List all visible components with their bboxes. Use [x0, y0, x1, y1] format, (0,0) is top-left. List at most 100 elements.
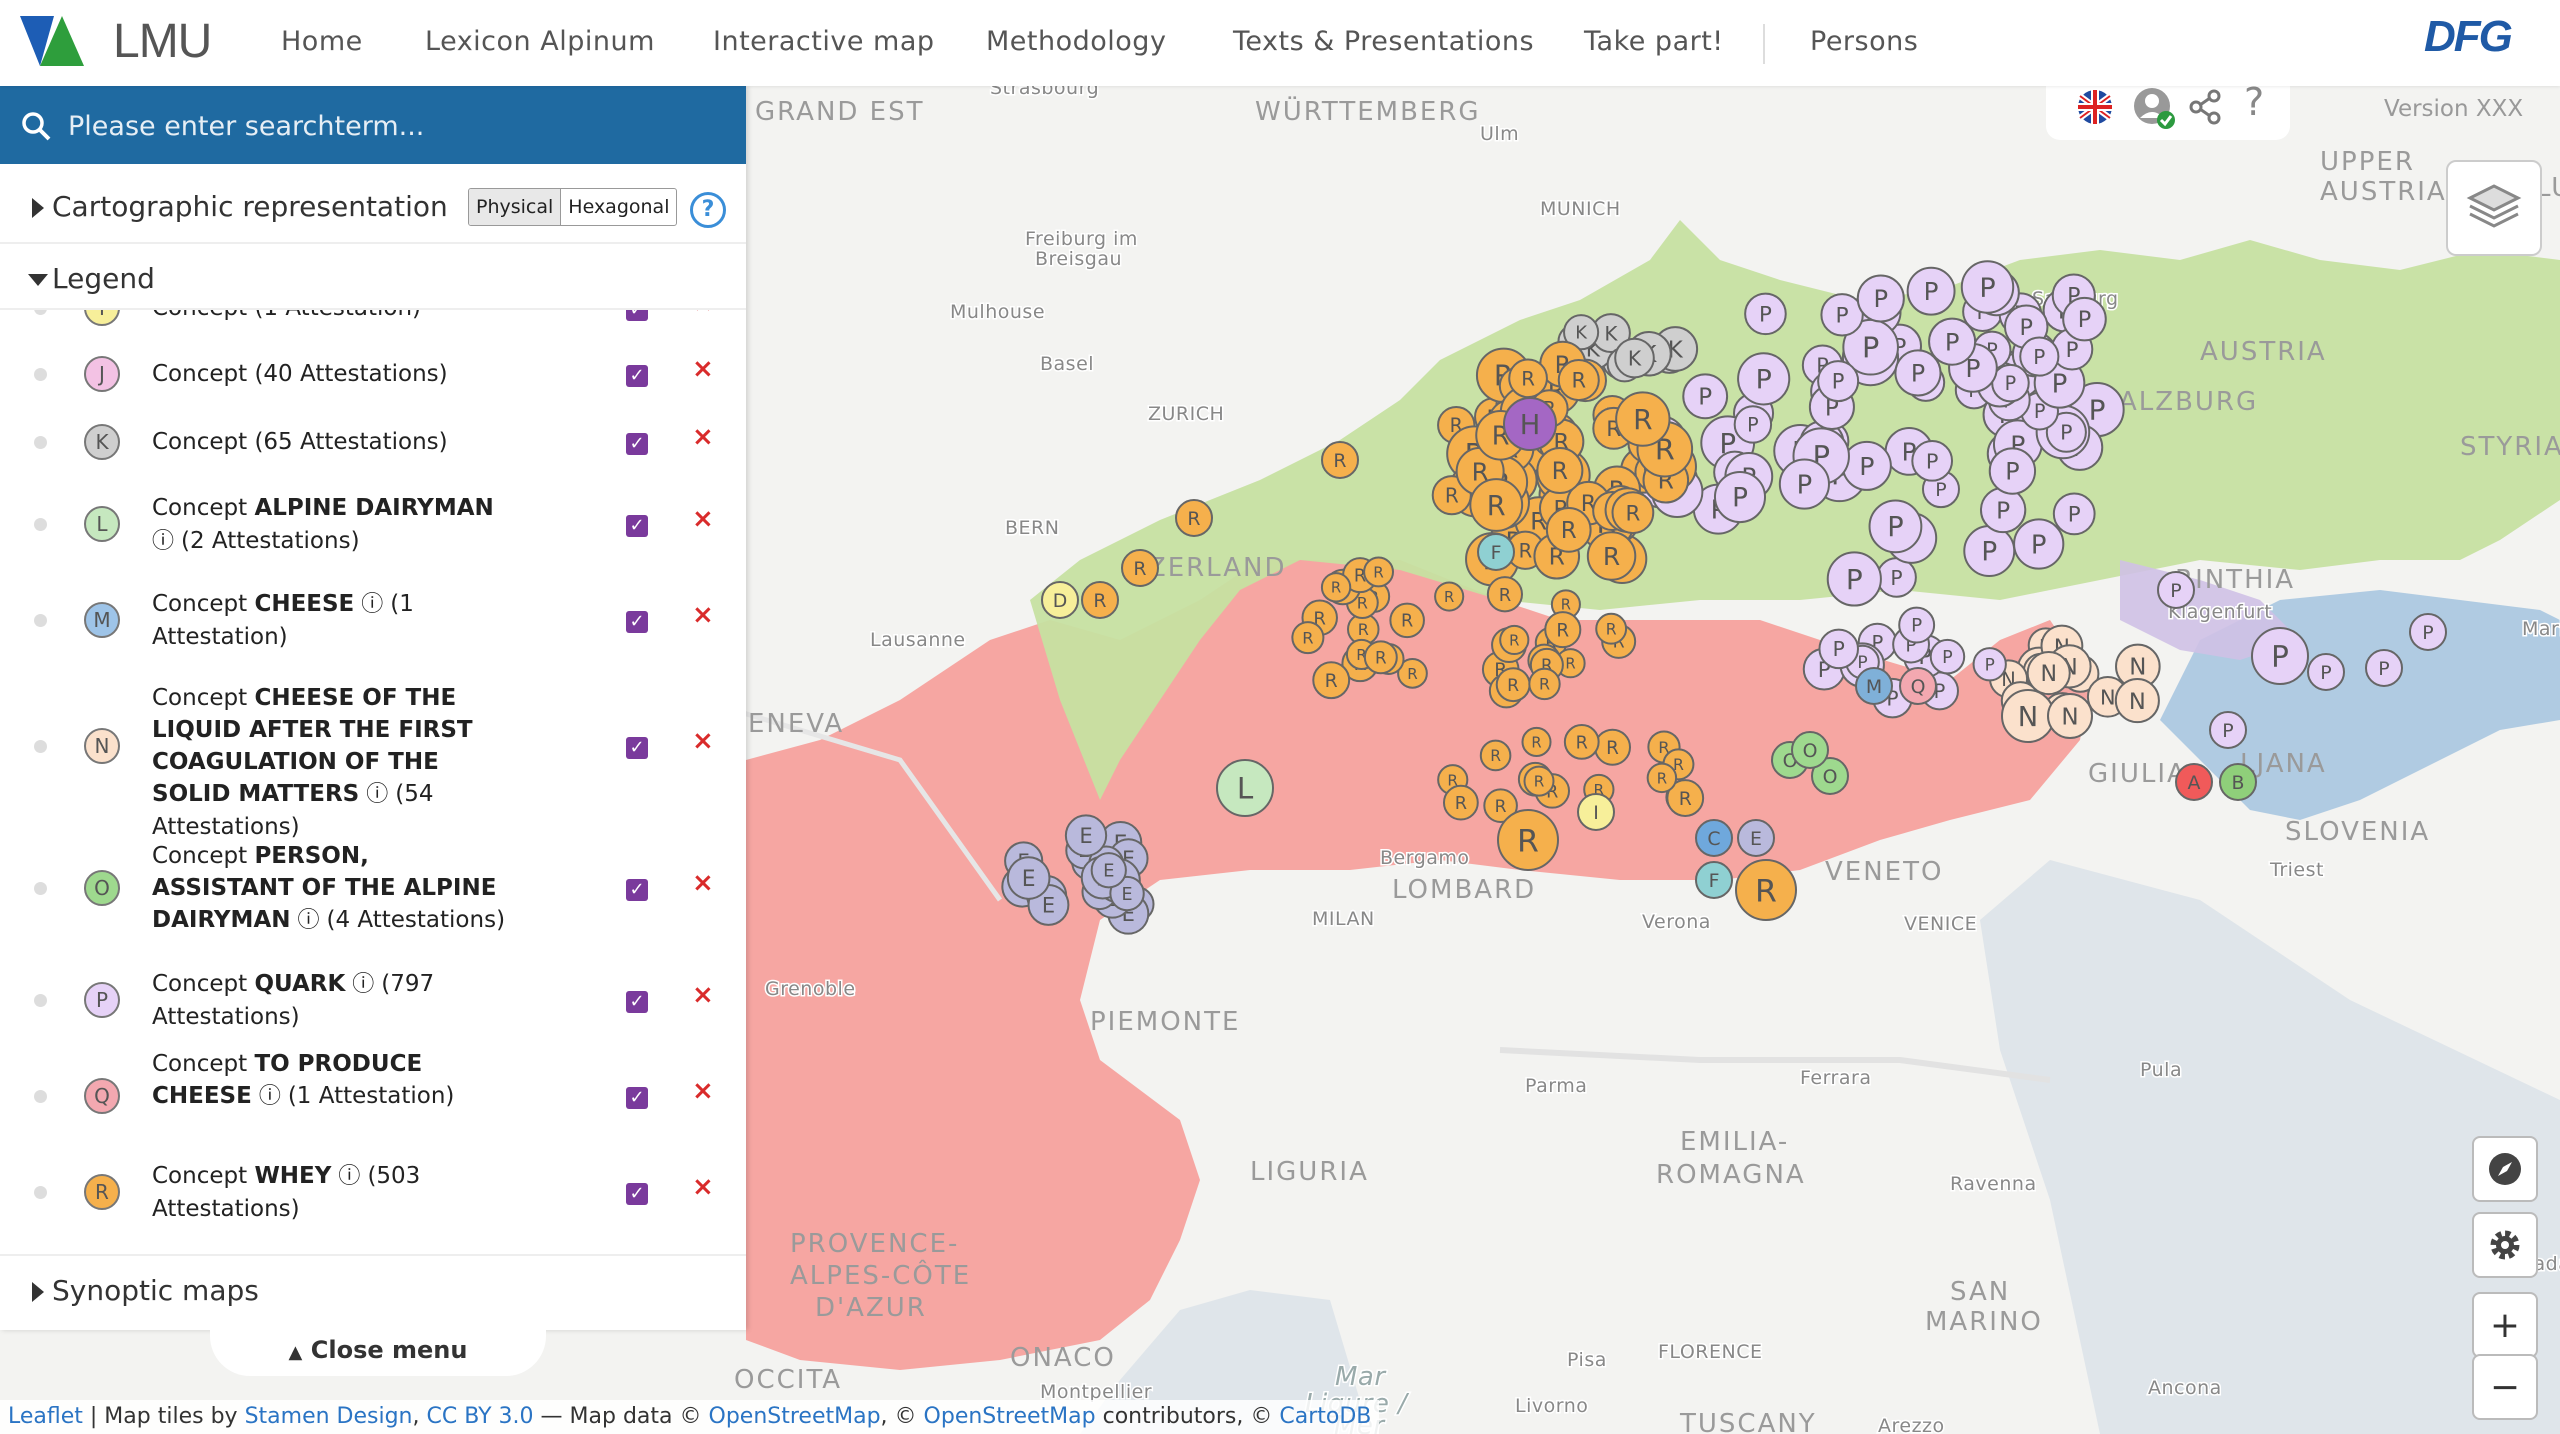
- caret-right-icon[interactable]: [32, 1282, 46, 1302]
- map-marker[interactable]: B: [2219, 763, 2257, 801]
- map-marker[interactable]: R: [1595, 612, 1628, 645]
- remove-icon[interactable]: ×: [692, 310, 714, 318]
- drag-handle-icon[interactable]: [34, 1186, 47, 1199]
- map-marker[interactable]: P: [1894, 349, 1942, 397]
- nav-home[interactable]: Home: [281, 26, 363, 57]
- map-marker[interactable]: P: [1991, 363, 2030, 403]
- info-icon[interactable]: ⓘ: [345, 972, 382, 997]
- map-marker[interactable]: M: [1855, 667, 1893, 705]
- map-marker[interactable]: P: [2013, 518, 2065, 570]
- remove-icon[interactable]: ×: [692, 600, 714, 630]
- drag-handle-icon[interactable]: [34, 882, 47, 895]
- map-marker[interactable]: P: [1898, 606, 1936, 644]
- compass-button[interactable]: [2472, 1136, 2538, 1202]
- map-marker[interactable]: R: [1544, 611, 1582, 649]
- map-marker[interactable]: P: [1929, 638, 1966, 675]
- map-marker[interactable]: E: [1006, 856, 1051, 900]
- map-marker[interactable]: P: [1928, 317, 1977, 366]
- map-marker[interactable]: A: [2175, 763, 2213, 801]
- legend-visibility-checkbox[interactable]: ✓: [626, 310, 648, 321]
- leaflet-link[interactable]: Leaflet: [8, 1404, 83, 1429]
- map-marker[interactable]: R: [1594, 728, 1632, 766]
- legend-visibility-checkbox[interactable]: ✓: [626, 365, 648, 387]
- drag-handle-icon[interactable]: [34, 368, 47, 381]
- close-menu-button[interactable]: ▲ Close menu: [210, 1330, 546, 1376]
- map-marker[interactable]: P: [1826, 551, 1882, 607]
- map-marker[interactable]: P: [1906, 266, 1956, 316]
- info-icon[interactable]: ⓘ: [251, 1084, 288, 1109]
- map-marker[interactable]: O: [1811, 757, 1849, 795]
- nav-texts-presentations[interactable]: Texts & Presentations: [1233, 26, 1535, 57]
- remove-icon[interactable]: ×: [692, 1172, 714, 1202]
- map-marker[interactable]: R: [1434, 581, 1465, 612]
- drag-handle-icon[interactable]: [34, 740, 47, 753]
- map-marker[interactable]: P: [2409, 613, 2447, 651]
- map-marker[interactable]: P: [2209, 711, 2247, 749]
- legend-title[interactable]: Legend: [52, 262, 155, 295]
- remove-icon[interactable]: ×: [692, 726, 714, 756]
- map-marker[interactable]: P: [1737, 352, 1791, 406]
- map-marker[interactable]: P: [1713, 471, 1767, 524]
- map-marker[interactable]: R: [1528, 667, 1561, 701]
- cc-link[interactable]: CC BY 3.0: [426, 1404, 534, 1429]
- map-marker[interactable]: H: [1503, 397, 1557, 451]
- map-marker[interactable]: R: [1442, 784, 1479, 821]
- share-icon[interactable]: [2186, 88, 2224, 126]
- map-marker[interactable]: P: [1842, 318, 1899, 376]
- info-icon[interactable]: ⓘ: [354, 592, 391, 617]
- map-marker[interactable]: K: [1614, 337, 1655, 379]
- map-marker[interactable]: P: [1817, 360, 1860, 403]
- remove-icon[interactable]: ×: [692, 1076, 714, 1106]
- user-account-icon[interactable]: [2132, 86, 2176, 130]
- legend-visibility-checkbox[interactable]: ✓: [626, 433, 648, 455]
- map-marker[interactable]: F: [1477, 533, 1515, 571]
- map-marker[interactable]: P: [1972, 647, 2007, 682]
- settings-button[interactable]: [2472, 1212, 2538, 1278]
- osm-link[interactable]: OpenStreetMap: [708, 1404, 881, 1429]
- map-marker[interactable]: E: [1064, 814, 1108, 857]
- drag-handle-icon[interactable]: [34, 994, 47, 1007]
- map-marker[interactable]: P: [2045, 411, 2087, 453]
- map-marker[interactable]: R: [1563, 724, 1600, 760]
- map-marker[interactable]: P: [1682, 373, 1729, 420]
- map-marker[interactable]: F: [1695, 861, 1733, 899]
- map-marker[interactable]: E: [1090, 852, 1127, 889]
- map-marker[interactable]: P: [1818, 628, 1859, 670]
- map-marker[interactable]: P: [2062, 296, 2107, 342]
- legend-visibility-checkbox[interactable]: ✓: [626, 991, 648, 1013]
- legend-visibility-checkbox[interactable]: ✓: [626, 879, 648, 901]
- caret-right-icon[interactable]: [32, 198, 46, 218]
- legend-visibility-checkbox[interactable]: ✓: [626, 1087, 648, 1109]
- map-marker[interactable]: R: [1486, 576, 1524, 613]
- map-marker[interactable]: R: [1557, 359, 1600, 402]
- map-marker[interactable]: R: [1735, 859, 1797, 921]
- nav-lexicon-alpinum[interactable]: Lexicon Alpinum: [425, 26, 655, 57]
- nav-interactive-map[interactable]: Interactive map: [713, 26, 935, 57]
- map-marker[interactable]: P: [1820, 293, 1864, 337]
- map-marker[interactable]: N: [2001, 689, 2055, 743]
- dfg-logo[interactable]: DFG: [2424, 12, 2513, 61]
- map-marker[interactable]: P: [1841, 440, 1892, 491]
- map-marker[interactable]: R: [1545, 507, 1592, 553]
- lmu-logo-text[interactable]: LMU: [113, 15, 212, 68]
- drag-handle-icon[interactable]: [34, 614, 47, 627]
- map-marker[interactable]: R: [1363, 640, 1398, 675]
- drag-handle-icon[interactable]: [34, 310, 47, 315]
- map-marker[interactable]: R: [1291, 621, 1325, 655]
- synoptic-maps-title[interactable]: Synoptic maps: [52, 1274, 259, 1307]
- zoom-in-button[interactable]: +: [2472, 1292, 2538, 1358]
- cartodb-link[interactable]: CartoDB: [1279, 1404, 1372, 1429]
- map-marker[interactable]: R: [1495, 667, 1531, 703]
- map-marker[interactable]: R: [1363, 556, 1395, 588]
- map-marker[interactable]: R: [1536, 447, 1584, 495]
- map-marker[interactable]: P: [2157, 571, 2195, 609]
- cartographic-representation-title[interactable]: Cartographic representation: [52, 190, 448, 223]
- map-marker[interactable]: N: [2047, 693, 2093, 739]
- legend-visibility-checkbox[interactable]: ✓: [626, 737, 648, 759]
- map-marker[interactable]: E: [1737, 819, 1775, 857]
- map-marker[interactable]: P: [2307, 653, 2345, 691]
- map-marker[interactable]: I: [1577, 793, 1615, 831]
- map-marker[interactable]: R: [1483, 788, 1518, 823]
- map-marker[interactable]: P: [2019, 336, 2060, 377]
- map-marker[interactable]: R: [1321, 441, 1359, 479]
